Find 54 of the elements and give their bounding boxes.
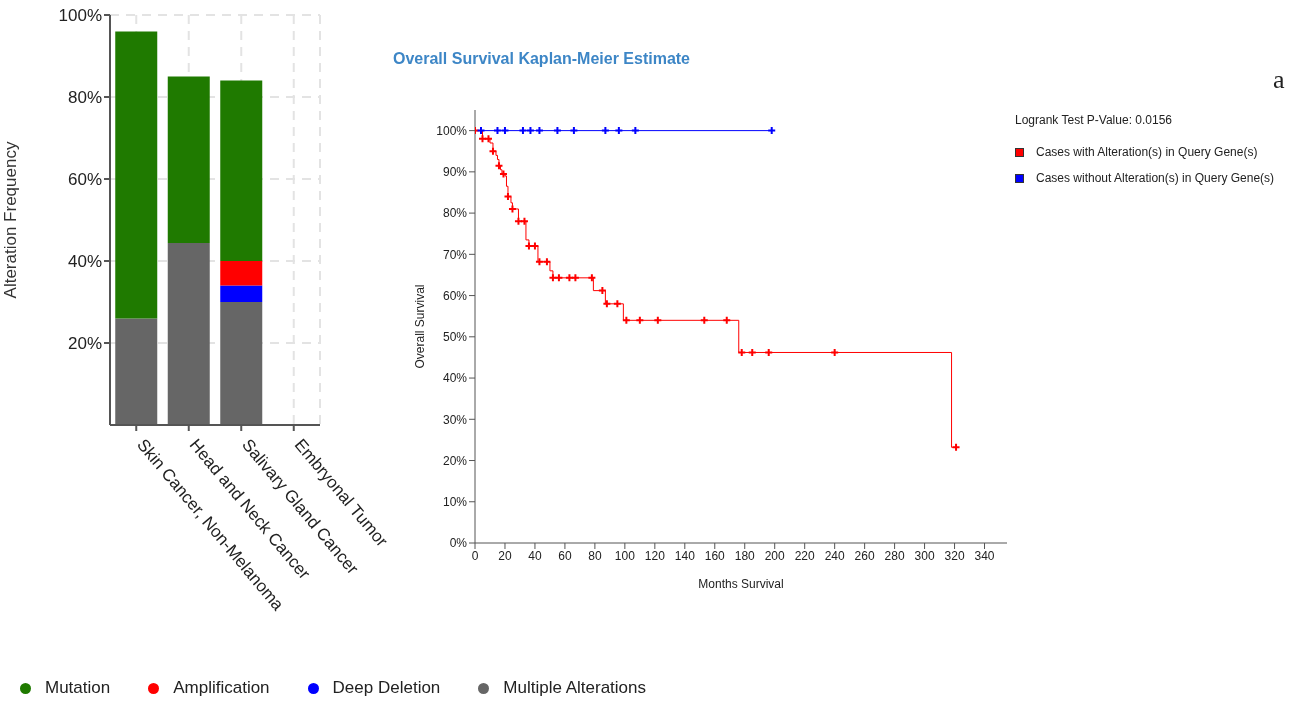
text: Logrank Test P-Value: 0.0156: [1015, 113, 1172, 127]
x-axis-title: Months Survival: [698, 577, 784, 591]
y-axis-title: Alteration Frequency: [1, 141, 21, 299]
y-tick-label: 90%: [442, 165, 468, 180]
bar: [167, 76, 210, 243]
y-tick-label: 10%: [442, 495, 468, 510]
y-tick-label: 80%: [442, 206, 468, 221]
bar: [220, 285, 263, 302]
y-tick-label: 100%: [436, 123, 468, 138]
bar: [115, 31, 158, 319]
y-tick-label: 60%: [67, 170, 102, 190]
legend-label: Multiple Alterations: [503, 678, 647, 698]
x-tick-label: 280: [884, 548, 905, 563]
y-tick-label: 30%: [442, 412, 468, 427]
y-tick-label: 100%: [58, 6, 102, 26]
y-tick-label: 70%: [442, 247, 468, 262]
x-tick-label: 160: [704, 548, 726, 563]
x-tick-label: 80: [588, 548, 602, 563]
y-tick-label: 60%: [442, 288, 468, 303]
bar: [167, 242, 210, 425]
x-tick-label: 140: [674, 548, 696, 563]
y-tick-label: 0%: [449, 536, 468, 551]
x-tick-label: 300: [914, 548, 935, 563]
y-tick-label: 20%: [67, 334, 102, 354]
x-tick-label: 100: [614, 548, 636, 563]
bar: [115, 318, 158, 425]
bar: [220, 302, 263, 425]
x-tick-label: 340: [974, 548, 995, 563]
x-tick-label: 60: [558, 548, 572, 563]
legend-label: Cases without Alteration(s) in Query Gene(s): [1036, 171, 1275, 185]
y-tick-label: 50%: [442, 330, 468, 345]
y-tick-label: 80%: [67, 88, 102, 108]
bar: [220, 80, 263, 261]
x-tick-label: 0: [471, 548, 479, 563]
x-tick-label: 180: [734, 548, 756, 563]
y-tick-label: 40%: [67, 252, 102, 272]
legend-label: Deep Deletion: [332, 678, 441, 698]
x-tick-label: 260: [854, 548, 875, 563]
legend-label: Cases with Alteration(s) in Query Gene(s): [1036, 145, 1258, 159]
chart-title: Overall Survival Kaplan-Meier Estimate: [393, 50, 691, 68]
y-axis-title: Overall Survival: [413, 284, 428, 369]
bar: [220, 261, 263, 286]
y-tick-label: 20%: [442, 453, 468, 468]
legend-label: Mutation: [45, 678, 111, 698]
x-tick-label: 240: [824, 548, 845, 563]
x-tick-label: 200: [764, 548, 786, 563]
text: a: [1273, 65, 1285, 95]
x-tick-label: 220: [794, 548, 816, 563]
x-tick-label: 320: [944, 548, 965, 563]
y-tick-label: 40%: [442, 371, 468, 386]
x-tick-label: 120: [644, 548, 666, 563]
x-tick-label: 20: [498, 548, 512, 563]
x-tick-label: 40: [528, 548, 542, 563]
legend-label: Amplification: [173, 678, 270, 698]
